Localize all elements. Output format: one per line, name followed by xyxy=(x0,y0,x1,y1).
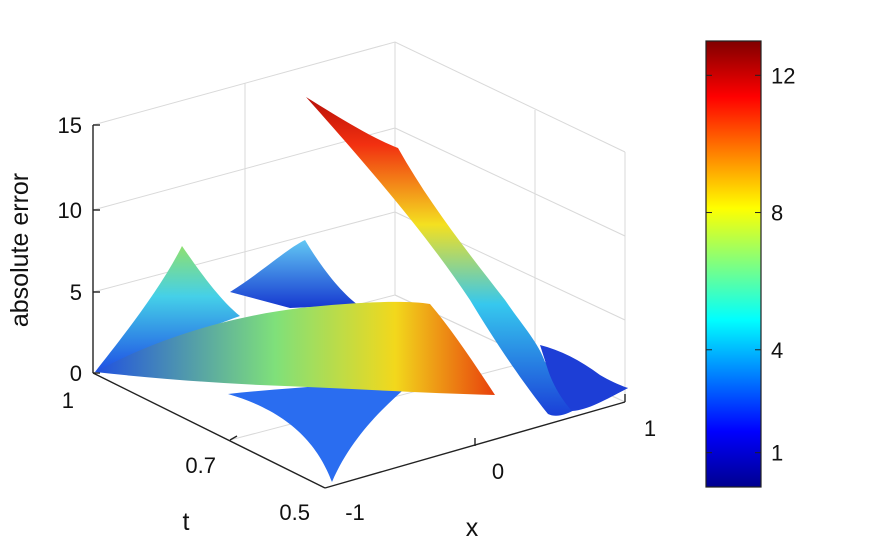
colorbar: 1 4 8 12 xyxy=(705,40,795,488)
colorbar-gradient xyxy=(705,40,762,488)
z-tick: 0 xyxy=(70,361,82,386)
z-tick: 15 xyxy=(58,113,82,138)
x-tick: -1 xyxy=(345,500,365,525)
surface xyxy=(95,97,628,482)
z-tick-labels: 15 10 5 0 xyxy=(58,113,82,386)
x-tick: 0 xyxy=(492,459,504,484)
t-axis-label: t xyxy=(183,508,190,536)
t-tick: 0.7 xyxy=(185,453,216,478)
z-axis-label: absolute error xyxy=(6,173,34,327)
axes xyxy=(92,124,626,489)
colorbar-tick-label: 12 xyxy=(771,63,795,88)
surface-back-blue xyxy=(230,240,358,308)
colorbar-tick-label: 8 xyxy=(771,201,783,226)
colorbar-tick-label: 1 xyxy=(771,441,783,466)
surface-right-foot xyxy=(540,345,628,411)
surface-left-peak xyxy=(95,246,240,372)
t-tick: 1 xyxy=(62,388,74,413)
surface-front-trough xyxy=(228,380,410,482)
surface-tall-ridge xyxy=(306,97,628,416)
x-tick: 1 xyxy=(644,416,656,441)
t-tick-labels: 1 0.7 0.5 xyxy=(62,388,310,525)
z-tick: 10 xyxy=(58,198,82,223)
x-tick-labels: -1 0 1 xyxy=(345,416,656,525)
t-tick: 0.5 xyxy=(279,500,310,525)
x-axis-label: x xyxy=(466,514,479,542)
z-tick: 5 xyxy=(70,280,82,305)
colorbar-tick-label: 4 xyxy=(771,338,783,363)
surface-mid-ridge xyxy=(95,301,495,395)
